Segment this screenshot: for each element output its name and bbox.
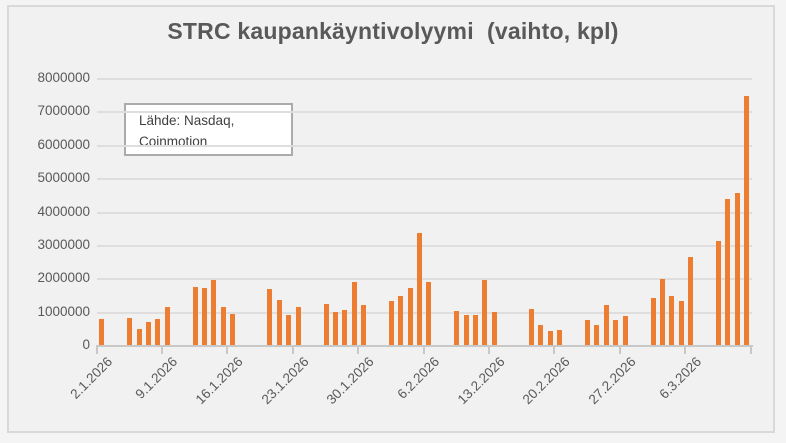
bar bbox=[230, 314, 236, 345]
bar bbox=[276, 299, 282, 345]
chart-title: STRC kaupankäyntivolyymi (vaihto, kpl) bbox=[167, 18, 619, 44]
bar bbox=[211, 279, 217, 345]
gridline bbox=[96, 78, 752, 80]
bar bbox=[220, 306, 226, 345]
bar bbox=[650, 297, 656, 345]
y-axis-label: 1000000 bbox=[37, 303, 90, 319]
bar bbox=[557, 329, 563, 345]
x-tick-mark bbox=[160, 347, 163, 354]
bar bbox=[491, 311, 497, 345]
bar bbox=[202, 287, 208, 345]
bar bbox=[351, 281, 357, 345]
y-axis-label: 0 bbox=[82, 337, 90, 352]
bar bbox=[669, 295, 675, 345]
y-axis-label: 2000000 bbox=[37, 270, 90, 286]
x-tick-mark bbox=[487, 347, 490, 354]
gridline bbox=[96, 178, 752, 181]
y-axis-label: 8000000 bbox=[37, 70, 90, 85]
bar bbox=[155, 318, 161, 345]
bar bbox=[99, 318, 105, 345]
bar bbox=[127, 317, 133, 345]
bar bbox=[286, 314, 292, 345]
x-tick-mark bbox=[749, 347, 752, 354]
bar bbox=[594, 324, 600, 345]
bar bbox=[538, 324, 544, 345]
bar bbox=[295, 306, 301, 345]
x-tick-mark bbox=[684, 347, 687, 354]
bar bbox=[547, 330, 553, 345]
bar bbox=[332, 311, 338, 345]
bar bbox=[473, 314, 479, 345]
bar bbox=[529, 308, 535, 345]
bar bbox=[585, 319, 591, 345]
bar bbox=[743, 96, 749, 345]
bar bbox=[715, 240, 721, 345]
bar bbox=[659, 278, 665, 345]
y-axis-label: 7000000 bbox=[37, 103, 90, 119]
gridline bbox=[96, 211, 752, 214]
bar bbox=[323, 304, 329, 345]
bar bbox=[388, 300, 394, 345]
bar bbox=[426, 282, 432, 345]
gridline bbox=[96, 111, 752, 114]
x-axis-line bbox=[95, 345, 753, 347]
bar bbox=[613, 319, 619, 345]
bar bbox=[678, 300, 684, 345]
y-axis-label: 4000000 bbox=[37, 203, 90, 219]
chart-frame bbox=[7, 5, 775, 433]
bar bbox=[164, 307, 170, 345]
y-axis-label: 5000000 bbox=[37, 170, 90, 186]
y-axis-label: 3000000 bbox=[37, 236, 90, 252]
gridline bbox=[96, 144, 752, 147]
bar bbox=[360, 304, 366, 345]
bar bbox=[687, 257, 693, 345]
source-annotation-line2: Coinmotion bbox=[139, 134, 208, 149]
bar bbox=[463, 314, 469, 345]
bar bbox=[136, 329, 142, 345]
bar bbox=[146, 321, 151, 345]
gridline bbox=[96, 278, 752, 281]
x-tick-mark bbox=[226, 347, 229, 354]
x-tick-mark bbox=[357, 347, 360, 354]
bar bbox=[482, 279, 488, 345]
bar bbox=[407, 288, 413, 345]
x-tick-mark bbox=[291, 347, 294, 354]
x-tick-mark bbox=[95, 347, 98, 354]
bar bbox=[398, 295, 404, 345]
x-tick-mark bbox=[618, 347, 621, 354]
bar bbox=[192, 286, 198, 345]
x-tick-mark bbox=[553, 347, 556, 354]
source-annotation-line1: Lähde: Nasdaq, bbox=[139, 113, 235, 128]
bar bbox=[267, 288, 273, 345]
gridline bbox=[96, 311, 752, 314]
gridline bbox=[96, 244, 752, 247]
bar bbox=[342, 309, 348, 345]
bar bbox=[734, 192, 740, 345]
bar bbox=[725, 199, 731, 345]
bar bbox=[603, 304, 609, 345]
y-axis-label: 6000000 bbox=[37, 136, 90, 152]
bar bbox=[416, 233, 422, 345]
x-tick-mark bbox=[422, 347, 425, 354]
bar bbox=[454, 310, 460, 345]
bar bbox=[622, 315, 628, 345]
